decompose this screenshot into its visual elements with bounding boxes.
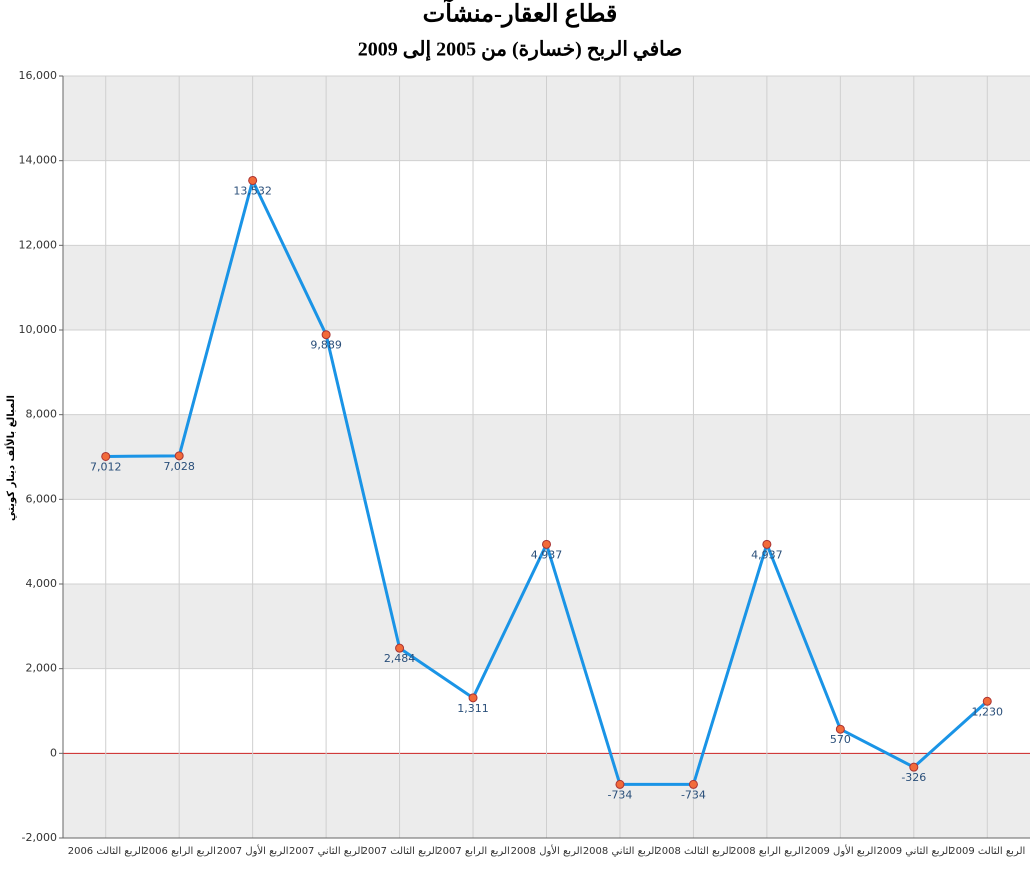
y-tick-label: 10,000 bbox=[19, 323, 58, 336]
y-tick-label: 16,000 bbox=[19, 69, 58, 82]
x-tick-label: الربع الثالث 2008 bbox=[655, 846, 731, 857]
y-axis-title: المبالغ بالألف دينار كويتي bbox=[4, 395, 17, 521]
point bbox=[101, 451, 111, 461]
y-tick-label: -2,000 bbox=[22, 831, 57, 844]
point bbox=[835, 724, 845, 734]
data-label: 7,028 bbox=[163, 460, 195, 473]
point bbox=[542, 539, 551, 549]
x-tick-label: الربع الثاني 2009 bbox=[877, 846, 951, 857]
point bbox=[321, 330, 331, 340]
point bbox=[174, 451, 184, 461]
point bbox=[762, 539, 772, 549]
point bbox=[909, 762, 919, 772]
data-label: 4,937 bbox=[531, 548, 563, 561]
y-tick-label: 0 bbox=[50, 746, 57, 759]
x-tick-label: الربع الرابع 2008 bbox=[730, 846, 804, 857]
point bbox=[688, 779, 698, 789]
x-tick-label: الربع الرابع 2007 bbox=[436, 846, 510, 857]
x-tick-label: الربع الرابع 2006 bbox=[142, 846, 216, 857]
point bbox=[615, 779, 625, 789]
point bbox=[248, 175, 258, 185]
y-tick-label: 12,000 bbox=[19, 238, 58, 251]
x-tick-label: الربع الأول 2007 bbox=[217, 844, 289, 857]
y-tick-label: 14,000 bbox=[19, 154, 58, 167]
data-label: 9,889 bbox=[310, 339, 342, 352]
x-tick-label: الربع الثالث 2009 bbox=[949, 846, 1025, 857]
point bbox=[468, 693, 478, 703]
y-tick-label: 2,000 bbox=[26, 662, 58, 675]
chart-title: قطاع العقار-منشآت bbox=[423, 0, 618, 29]
x-tick-label: الربع الأول 2009 bbox=[804, 844, 876, 857]
data-label: 1,230 bbox=[972, 705, 1004, 718]
x-tick-label: الربع الثالث 2007 bbox=[362, 846, 438, 857]
x-tick-label: الربع الثالث 2006 bbox=[68, 846, 144, 857]
x-tick-label: الربع الأول 2008 bbox=[511, 844, 583, 857]
data-label: 13,532 bbox=[233, 184, 272, 197]
y-tick-label: 6,000 bbox=[26, 492, 58, 505]
x-tick-label: الربع الثاني 2008 bbox=[583, 846, 657, 857]
data-label: -734 bbox=[681, 788, 706, 801]
data-label: 4,937 bbox=[751, 548, 783, 561]
data-label: -326 bbox=[901, 771, 926, 784]
chart-subtitle: صافي الربح (خسارة) من 2005 إلى 2009 bbox=[358, 39, 683, 62]
y-tick-label: 8,000 bbox=[26, 408, 58, 421]
data-label: 570 bbox=[830, 733, 851, 746]
point bbox=[395, 643, 405, 653]
data-label: 7,012 bbox=[90, 460, 122, 473]
x-tick-label: الربع الثاني 2007 bbox=[289, 846, 363, 857]
point bbox=[982, 696, 992, 706]
data-label: 1,311 bbox=[457, 702, 489, 715]
data-label: -734 bbox=[607, 788, 632, 801]
data-label: 2,484 bbox=[384, 652, 416, 665]
y-tick-label: 4,000 bbox=[26, 577, 58, 590]
